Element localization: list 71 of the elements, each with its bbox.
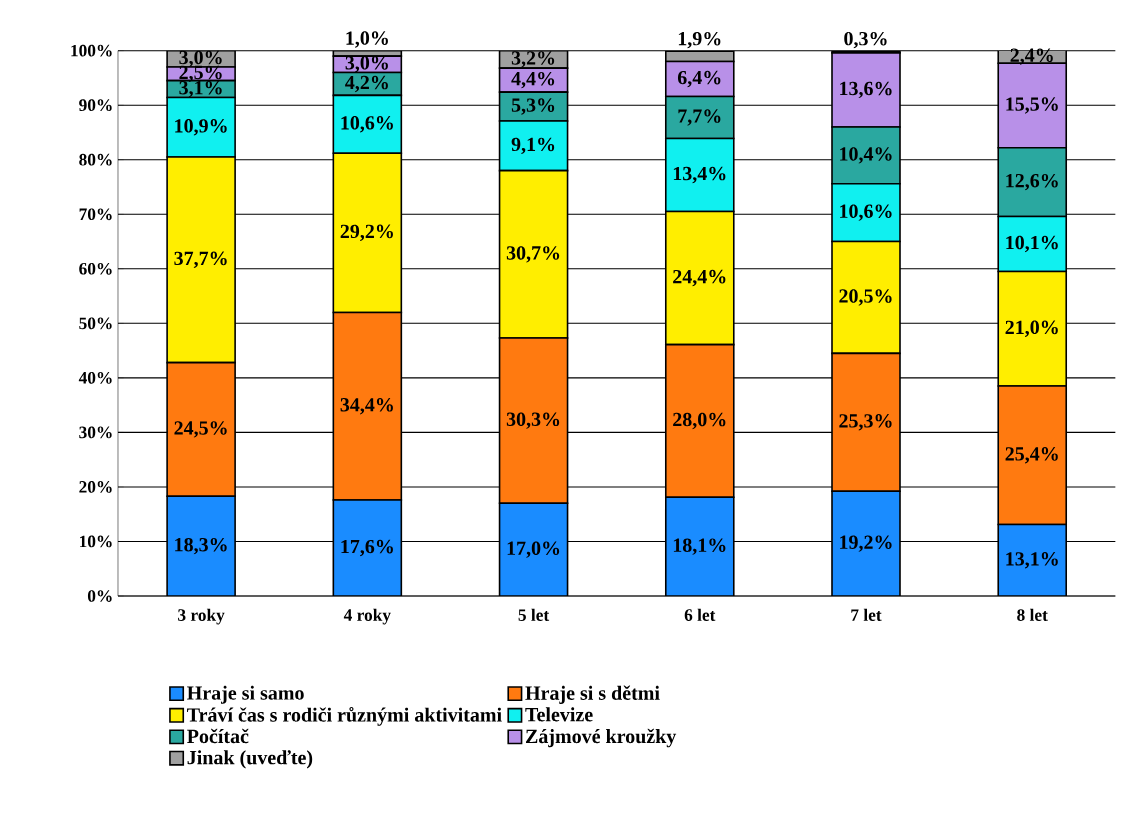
legend-label: Hraje si s dětmi [525, 685, 660, 704]
data-label: 1,9% [678, 31, 721, 49]
data-label: 6,4% [677, 70, 721, 88]
legend-label: Tráví čas s rodiči různými aktivitami [187, 707, 502, 726]
x-tick-label: 6 let [684, 608, 716, 621]
data-label: 13,4% [673, 166, 726, 184]
x-tick-label: 8 let [1017, 608, 1048, 621]
data-label: 2,5% [179, 65, 222, 83]
data-label: 10,6% [341, 116, 393, 133]
data-label: 29,2% [340, 224, 393, 241]
data-label: 10,6% [840, 204, 892, 221]
y-tick-label: 10% [80, 535, 112, 548]
bar [664, 496, 735, 597]
x-tick-label: 3 roky [178, 608, 225, 625]
data-label: 7,7% [678, 109, 721, 126]
data-label: 4,4% [511, 71, 555, 89]
data-label: 28,0% [673, 412, 726, 430]
data-label: 0,3% [844, 31, 887, 49]
x-tick-label: 7 let [851, 608, 882, 621]
y-tick-label: 20% [79, 481, 112, 493]
data-label: 13,6% [840, 81, 892, 99]
data-label: 30,7% [506, 246, 560, 263]
bar [498, 502, 569, 597]
y-tick-label: 100% [71, 44, 112, 57]
data-label: 10,9% [175, 119, 227, 136]
bar [166, 495, 236, 597]
data-label: 37,7% [174, 251, 227, 268]
y-tick-label: 80% [79, 153, 112, 166]
legend-label: Jinak (uveďte) [187, 750, 313, 769]
y-tick-label: 30% [79, 426, 112, 439]
data-label: 21,0% [1005, 320, 1058, 337]
data-label: 12,6% [1006, 173, 1058, 191]
y-tick-label: 90% [79, 99, 112, 112]
y-tick-label: 60% [79, 262, 112, 275]
y-tick-label: 50% [79, 317, 112, 330]
data-label: 18,1% [673, 538, 726, 555]
data-label: 25,4% [1005, 447, 1058, 464]
data-label: 13,1% [1006, 552, 1058, 569]
legend-label: Televize [525, 707, 593, 722]
bar [332, 499, 403, 597]
data-label: 34,4% [340, 398, 393, 415]
data-label: 9,1% [511, 137, 555, 155]
data-label: 3,2% [511, 51, 555, 68]
y-tick-label: 40% [78, 372, 112, 384]
data-label: 18,3% [175, 537, 227, 555]
data-label: 4,2% [345, 75, 388, 93]
data-label: 1,0% [346, 31, 388, 48]
y-tick-label: 70% [79, 208, 112, 221]
x-tick-label: 4 roky [343, 608, 391, 625]
data-label: 15,5% [1006, 97, 1058, 114]
data-label: 10,1% [1006, 235, 1058, 253]
data-label: 3,1% [179, 80, 222, 98]
data-label: 19,2% [840, 535, 892, 552]
y-tick-label: 0% [87, 590, 112, 602]
legend-label: Zájmové kroužky [525, 728, 677, 748]
data-label: 5,3% [511, 98, 555, 115]
x-tick-label: 5 let [518, 608, 550, 621]
legend-label: Hraje si samo [187, 685, 304, 704]
data-label: 3,0% [179, 50, 222, 68]
bar [831, 490, 901, 597]
data-label: 20,5% [839, 289, 892, 306]
data-label: 30,3% [506, 412, 560, 429]
data-label: 24,5% [174, 421, 227, 438]
data-label: 2,4% [1010, 48, 1053, 65]
data-label: 17,6% [341, 539, 393, 557]
data-label: 24,4% [673, 269, 726, 287]
data-label: 25,3% [839, 414, 892, 431]
bar [997, 523, 1068, 597]
data-label: 10,4% [840, 147, 892, 164]
data-label: 17,0% [507, 541, 560, 558]
legend-label: Počítač [187, 728, 249, 744]
